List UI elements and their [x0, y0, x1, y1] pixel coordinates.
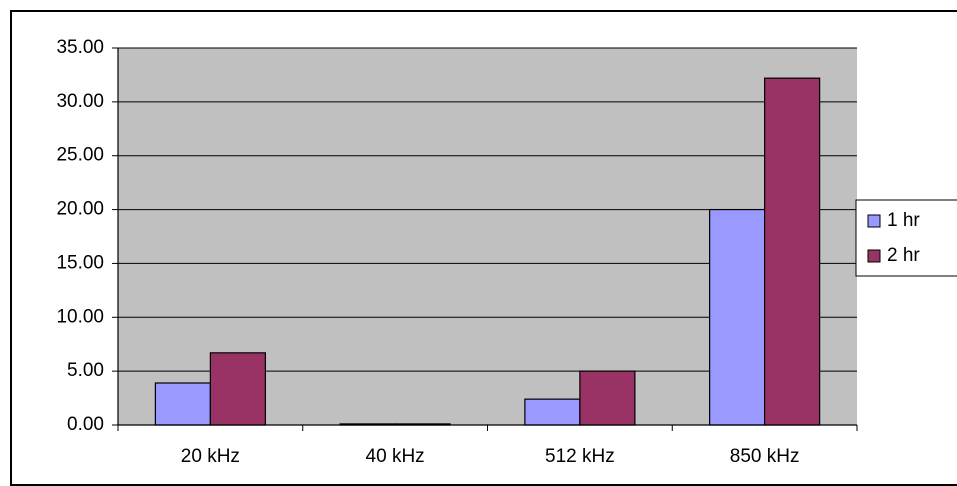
- legend-box: [855, 199, 957, 277]
- x-tick-label: 20 kHz: [181, 446, 240, 467]
- bar: [579, 370, 636, 426]
- legend-swatch: [867, 214, 881, 228]
- y-tick-label: 30.00: [56, 91, 104, 112]
- bar: [209, 352, 266, 426]
- legend-label: 2 hr: [887, 245, 920, 266]
- y-tick-label: 15.00: [56, 252, 104, 273]
- y-tick-label: 35.00: [56, 37, 104, 58]
- y-tick-label: 0.00: [67, 414, 104, 435]
- y-tick-label: 25.00: [56, 145, 104, 166]
- bar: [524, 398, 581, 426]
- bar: [764, 77, 821, 426]
- legend-swatch: [867, 249, 881, 263]
- y-tick-label: 20.00: [56, 199, 104, 220]
- x-tick-label: 850 kHz: [730, 446, 800, 467]
- y-tick-label: 5.00: [67, 360, 104, 381]
- legend-label: 1 hr: [887, 210, 920, 231]
- x-tick-label: 40 kHz: [366, 446, 425, 467]
- bar: [709, 208, 766, 426]
- bar: [154, 382, 211, 426]
- x-tick-label: 512 kHz: [545, 446, 615, 467]
- y-tick-label: 10.00: [56, 306, 104, 327]
